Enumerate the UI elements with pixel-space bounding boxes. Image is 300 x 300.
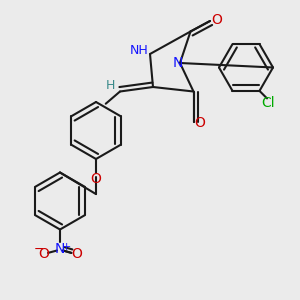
Text: O: O — [195, 116, 206, 130]
Text: NH: NH — [130, 44, 149, 58]
Text: O: O — [91, 172, 101, 186]
Text: H: H — [106, 79, 115, 92]
Text: O: O — [38, 247, 49, 260]
Text: N: N — [172, 56, 183, 70]
Text: +: + — [62, 242, 71, 252]
Text: N: N — [55, 242, 65, 256]
Text: O: O — [71, 247, 82, 260]
Text: Cl: Cl — [262, 96, 275, 110]
Text: −: − — [34, 242, 44, 256]
Text: O: O — [211, 13, 222, 26]
